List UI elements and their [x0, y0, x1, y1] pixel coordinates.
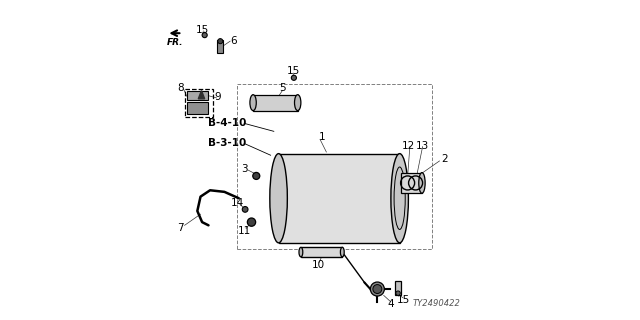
Text: 8: 8 — [177, 83, 184, 93]
Ellipse shape — [299, 247, 303, 257]
Circle shape — [291, 75, 296, 80]
Circle shape — [247, 218, 255, 226]
Text: 3: 3 — [241, 164, 248, 174]
Bar — [401, 173, 422, 194]
Text: 6: 6 — [230, 36, 237, 46]
Text: B-3-10: B-3-10 — [208, 139, 246, 148]
Circle shape — [373, 284, 382, 293]
Text: 10: 10 — [312, 260, 325, 269]
Text: 5: 5 — [279, 83, 285, 93]
Circle shape — [396, 291, 400, 295]
Bar — [187, 91, 207, 100]
Ellipse shape — [419, 172, 425, 193]
Text: B-4-10: B-4-10 — [208, 118, 246, 128]
Text: 9: 9 — [214, 92, 221, 102]
Ellipse shape — [250, 95, 256, 111]
Bar — [184, 89, 212, 117]
Ellipse shape — [391, 154, 408, 243]
Text: 15: 15 — [397, 294, 410, 305]
Polygon shape — [198, 91, 205, 99]
Ellipse shape — [340, 247, 344, 257]
Bar — [278, 154, 399, 243]
Bar — [218, 40, 223, 53]
Text: FR.: FR. — [166, 38, 183, 47]
Bar — [187, 102, 207, 114]
Text: 2: 2 — [442, 154, 448, 164]
Text: 4: 4 — [387, 299, 394, 309]
Circle shape — [218, 39, 223, 44]
Ellipse shape — [294, 95, 301, 111]
Circle shape — [371, 282, 385, 296]
Text: 7: 7 — [177, 222, 184, 233]
Text: 12: 12 — [402, 141, 415, 151]
Text: 11: 11 — [237, 226, 251, 236]
Text: TY2490422: TY2490422 — [412, 299, 460, 308]
Bar — [237, 84, 431, 249]
Bar — [301, 247, 342, 257]
Circle shape — [243, 206, 248, 212]
Text: 15: 15 — [196, 25, 209, 35]
Bar — [253, 95, 298, 111]
Ellipse shape — [270, 154, 287, 243]
Circle shape — [253, 172, 260, 180]
Text: 14: 14 — [231, 198, 244, 208]
Text: 13: 13 — [416, 141, 429, 151]
Text: 1: 1 — [319, 132, 326, 142]
Circle shape — [202, 33, 207, 38]
Bar — [395, 281, 401, 295]
Text: 15: 15 — [287, 67, 301, 76]
